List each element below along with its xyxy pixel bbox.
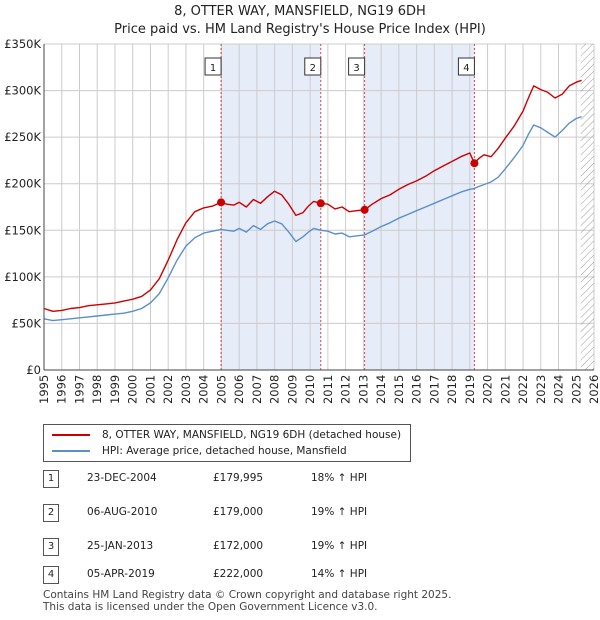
x-tick-label: 2010 [303, 375, 317, 404]
price-chart: 1 2 3 4 £0 £50K £100K £150K £200K £250K £300K £350… [4, 37, 600, 404]
legend-swatch-hpi [52, 450, 90, 452]
x-tick-label: 2005 [214, 375, 228, 404]
x-tick-label: 1999 [108, 375, 122, 404]
x-tick-label: 2020 [481, 375, 495, 404]
x-tick-label: 2000 [126, 375, 140, 404]
x-tick-label: 1995 [37, 375, 51, 404]
x-tick-label: 2001 [143, 375, 157, 404]
x-tick-label: 2022 [516, 375, 530, 404]
x-tick-label: 2011 [321, 375, 335, 404]
sale-date: 06-AUG-2010 [87, 506, 158, 518]
x-tick-label: 2007 [250, 375, 264, 404]
x-tick-label: 2006 [232, 375, 246, 404]
legend-swatch-property [52, 434, 90, 436]
x-tick-label: 2009 [285, 375, 299, 404]
y-tick-label: £200K [4, 177, 41, 191]
sale-price: £172,000 [213, 540, 264, 552]
x-tick-label: 2019 [463, 375, 477, 404]
y-tick-label: £150K [4, 223, 41, 237]
sale-number-label: 4 [463, 63, 469, 74]
x-tick-label: 2003 [179, 375, 193, 404]
x-tick-label: 2008 [268, 375, 282, 404]
x-tick-label: 2002 [161, 375, 175, 404]
sale-hpi-diff: 19% ↑ HPI [311, 540, 368, 552]
x-tick-label: 2015 [392, 375, 406, 404]
table-row: 3 25-JAN-2013 £172,000 19% ↑ HPI [43, 538, 463, 556]
x-tick-label: 2014 [374, 375, 388, 404]
x-tick-label: 2012 [339, 375, 353, 404]
y-tick-label: £100K [4, 270, 41, 284]
hpi-line [43, 116, 582, 322]
sale-point [217, 198, 226, 207]
forecast-hatch [580, 44, 594, 370]
table-row: 4 05-APR-2019 £222,000 14% ↑ HPI [43, 566, 463, 584]
chart-legend: 8, OTTER WAY, MANSFIELD, NG19 6DH (detac… [43, 424, 411, 462]
footer-line-2: This data is licensed under the Open Gov… [43, 601, 378, 613]
sale-number-label: 1 [210, 63, 216, 74]
y-tick-label: £350K [4, 37, 41, 51]
x-tick-label: 2004 [197, 375, 211, 404]
sale-number-badge: 2 [43, 504, 59, 522]
x-tick-label: 2026 [587, 375, 600, 404]
x-tick-label: 1997 [72, 375, 86, 404]
sale-number-badge: 1 [43, 470, 59, 488]
chart-title: 8, OTTER WAY, MANSFIELD, NG19 6DH [174, 4, 426, 19]
sale-point [360, 205, 369, 214]
sale-date: 23-DEC-2004 [87, 472, 157, 484]
x-tick-label: 1996 [55, 375, 69, 404]
table-row: 1 23-DEC-2004 £179,995 18% ↑ HPI [43, 470, 463, 488]
sale-number-label: 2 [310, 63, 316, 74]
sale-date: 05-APR-2019 [87, 568, 155, 580]
sale-number-box [457, 57, 475, 76]
sale-hpi-diff: 18% ↑ HPI [311, 472, 368, 484]
footer-attribution: Contains HM Land Registry data © Crown c… [43, 589, 451, 613]
legend-label-hpi: HPI: Average price, detached house, Mans… [102, 445, 347, 457]
sale-date: 25-JAN-2013 [87, 540, 154, 552]
y-tick-label: £300K [4, 84, 41, 98]
x-tick-label: 2024 [552, 375, 566, 404]
sale-number-box [304, 57, 322, 76]
footer-line-1: Contains HM Land Registry data © Crown c… [43, 589, 452, 601]
x-tick-label: 2013 [356, 375, 370, 404]
legend-item-property: 8, OTTER WAY, MANSFIELD, NG19 6DH (detac… [52, 427, 401, 443]
y-tick-label: £50K [12, 316, 42, 330]
x-tick-label: 2017 [427, 375, 441, 404]
y-tick-label: £0 [26, 363, 41, 377]
x-tick-label: 2016 [410, 375, 424, 404]
sale-number-badge: 4 [43, 566, 59, 584]
chart-subtitle: Price paid vs. HM Land Registry's House … [114, 22, 486, 37]
sale-price: £222,000 [213, 568, 264, 580]
y-tick-label: £250K [4, 130, 41, 144]
sale-point [470, 159, 479, 168]
x-tick-label: 2018 [445, 375, 459, 404]
sale-number-label: 3 [353, 63, 359, 74]
table-row: 2 06-AUG-2010 £179,000 19% ↑ HPI [43, 504, 463, 522]
legend-label-property: 8, OTTER WAY, MANSFIELD, NG19 6DH (detac… [102, 429, 402, 441]
x-tick-label: 2023 [534, 375, 548, 404]
x-tick-label: 1998 [90, 375, 104, 404]
x-tick-label: 2025 [569, 375, 583, 404]
sale-number-box [348, 57, 366, 76]
shaded-period [221, 44, 321, 370]
sale-price: £179,995 [213, 472, 264, 484]
sale-hpi-diff: 14% ↑ HPI [311, 568, 368, 580]
legend-item-hpi: HPI: Average price, detached house, Mans… [52, 443, 347, 459]
x-tick-label: 2021 [498, 375, 512, 404]
sale-hpi-diff: 19% ↑ HPI [311, 506, 368, 518]
shaded-period [364, 44, 475, 370]
sale-point [316, 199, 325, 208]
sale-number-box [204, 57, 222, 76]
sale-number-badge: 3 [43, 538, 59, 556]
sale-price: £179,000 [213, 506, 264, 518]
